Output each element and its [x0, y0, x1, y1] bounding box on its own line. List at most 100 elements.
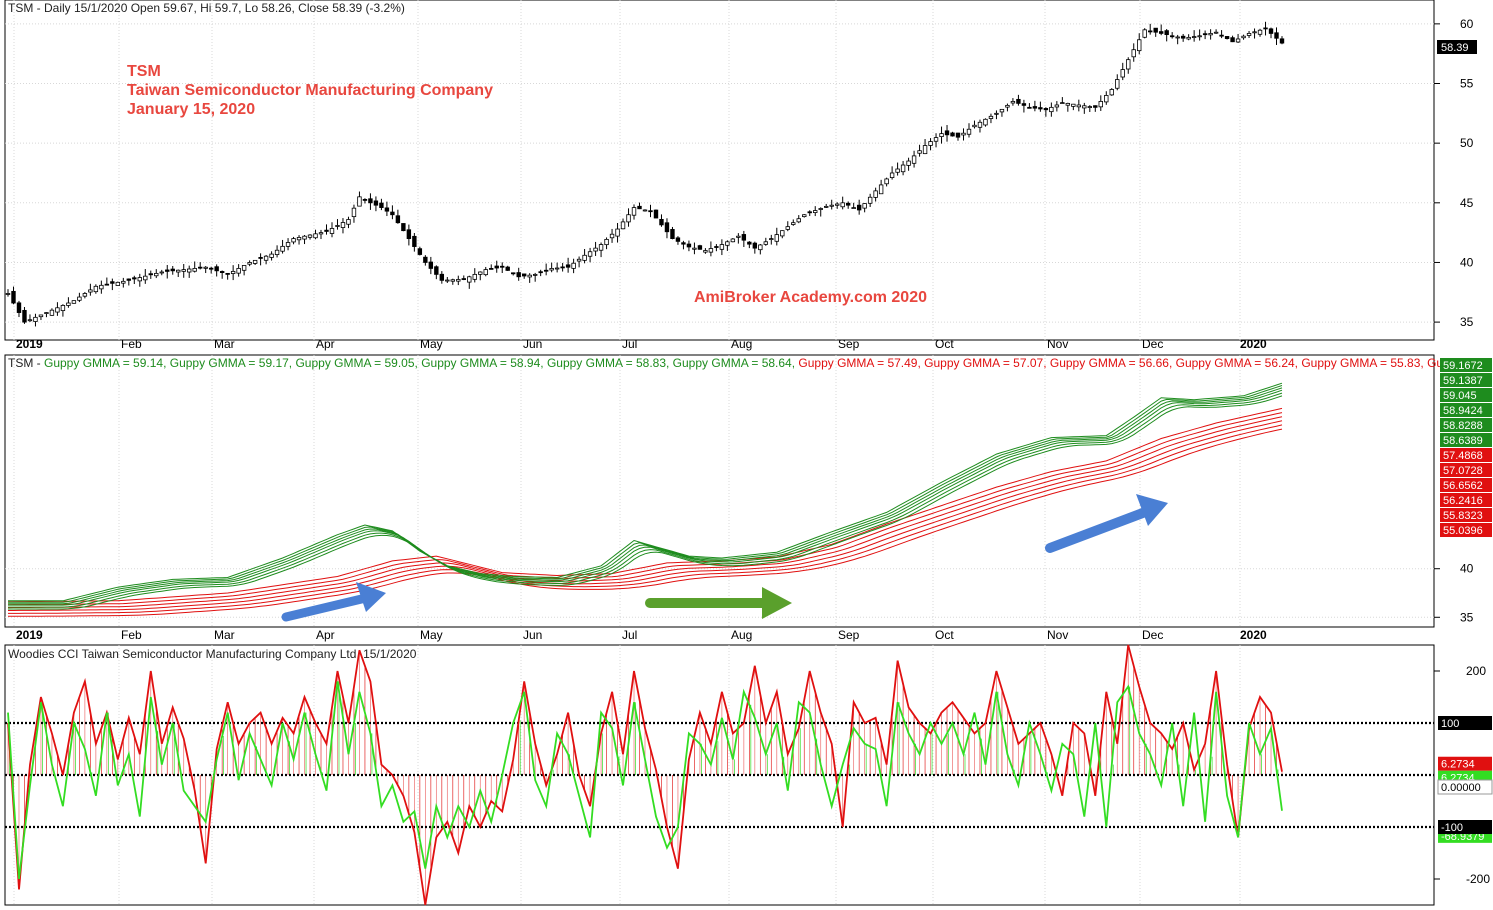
candle — [747, 241, 752, 249]
candle — [148, 270, 153, 279]
candle-body — [132, 277, 137, 280]
candle — [44, 312, 49, 318]
candle — [653, 209, 659, 219]
candle-body — [802, 214, 807, 218]
candle — [807, 210, 812, 217]
gmma-badge-text: 56.6562 — [1443, 480, 1483, 492]
candle — [1010, 98, 1016, 106]
candle — [1120, 62, 1125, 81]
candle — [22, 307, 27, 324]
gmma-badge-text: 58.8288 — [1443, 420, 1483, 432]
candle-body — [988, 115, 994, 119]
candle-body — [966, 128, 972, 135]
candle — [521, 273, 527, 279]
candle-body — [681, 242, 686, 245]
candle — [126, 278, 132, 286]
gmma-value-badge: 58.9424 — [1440, 403, 1492, 417]
candle — [11, 286, 16, 305]
gmma-badge-bg — [1440, 478, 1492, 492]
candle — [1197, 29, 1202, 41]
candle — [675, 236, 681, 245]
last-price-badge: 58.39 — [1437, 40, 1477, 54]
candle-body — [626, 214, 631, 223]
candle — [1180, 33, 1186, 42]
candle-body — [1169, 35, 1175, 38]
candle-body — [1087, 106, 1093, 108]
candle-body — [895, 168, 900, 173]
candle-body — [1186, 36, 1191, 40]
candle — [840, 196, 845, 210]
candle-body — [335, 225, 340, 227]
candle-body — [263, 255, 269, 261]
candle — [1032, 100, 1038, 112]
x-axis-month-label: Jun — [523, 628, 542, 642]
candle-body — [829, 204, 834, 207]
gmma-header-item: Guppy GMMA = 59.14, — [44, 356, 170, 370]
price-axis-label: 40 — [1460, 255, 1474, 269]
candle-body — [230, 271, 236, 274]
candle — [933, 133, 939, 148]
candle-body — [900, 164, 906, 173]
candle — [55, 302, 60, 316]
x-axis-year-label: 2020 — [1240, 628, 1267, 642]
candle — [181, 263, 186, 278]
candle-body — [351, 207, 357, 218]
gmma-value-badge: 57.0728 — [1440, 463, 1492, 477]
candle — [791, 219, 796, 226]
gmma-badge-text: 57.4868 — [1443, 450, 1483, 462]
x-axis-month-label: Oct — [935, 628, 954, 642]
candle — [461, 275, 466, 281]
x-axis-year-label: 2019 — [16, 628, 43, 642]
candle-body — [225, 272, 230, 275]
price-header: TSM - Daily 15/1/2020 Open 59.67, Hi 59.… — [8, 1, 405, 15]
candle — [472, 268, 477, 283]
x-axis-month-label: Sep — [838, 628, 860, 642]
candle-body — [549, 268, 554, 271]
candle — [527, 273, 532, 283]
candle-body — [192, 268, 197, 272]
candle-body — [763, 241, 769, 245]
candle — [340, 218, 346, 234]
candle-body — [38, 314, 44, 318]
candle — [906, 157, 911, 171]
candle-body — [258, 257, 263, 259]
candle — [582, 249, 587, 264]
candle-body — [1098, 101, 1103, 108]
candle — [538, 269, 543, 277]
x-axis-month-label: Dec — [1142, 628, 1163, 642]
candle — [862, 203, 867, 213]
x-axis-month-label: May — [420, 337, 443, 351]
cci-axis-label: -200 — [1466, 872, 1490, 886]
candle-body — [834, 203, 840, 206]
candle-body — [1279, 38, 1285, 44]
candle-body — [774, 234, 779, 242]
candle-body — [60, 305, 66, 312]
candle-body — [148, 273, 153, 276]
trend-arrow-blue-2 — [1045, 494, 1168, 553]
candle-body — [1263, 27, 1268, 30]
candle — [692, 242, 697, 255]
panel-frames — [4, 0, 1435, 906]
candle — [214, 264, 219, 277]
candle — [203, 266, 208, 274]
candle — [60, 304, 66, 317]
gmma-value-badge: 55.0396 — [1440, 523, 1492, 537]
gmma-badge-bg — [1440, 523, 1492, 537]
annotation-ticker: TSM — [127, 63, 161, 80]
gmma-value-badge: 56.2416 — [1440, 493, 1492, 507]
gmma-badge-bg — [1440, 433, 1492, 447]
candle-body — [1274, 32, 1279, 39]
candle-body — [318, 232, 324, 235]
candle — [49, 308, 55, 316]
candle — [33, 313, 38, 327]
candle — [1016, 94, 1021, 106]
candle — [1169, 32, 1175, 39]
candle — [291, 236, 296, 245]
candle — [1049, 102, 1054, 117]
candle — [999, 108, 1005, 117]
candle-body — [176, 269, 181, 273]
cci-badge-bg — [1438, 820, 1492, 834]
watermark: AmiBroker Academy.com 2020 — [694, 289, 927, 306]
